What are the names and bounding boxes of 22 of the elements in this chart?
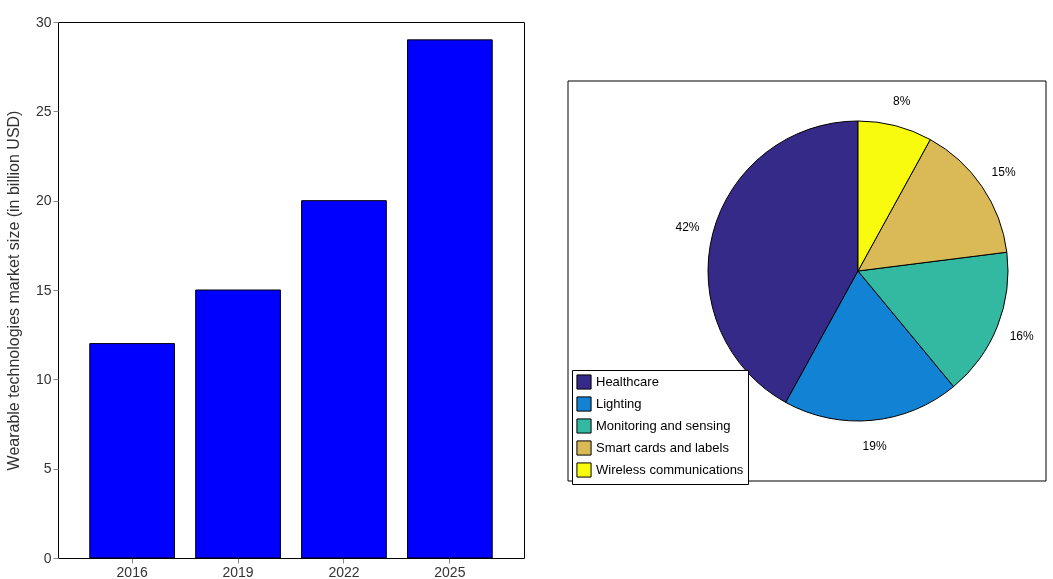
y-tick-label: 10 (35, 370, 52, 387)
y-tick-label: 5 (43, 460, 52, 477)
data-label: 16% (1009, 328, 1034, 343)
y-tick-label: 15 (35, 281, 52, 298)
data-label: 8% (893, 93, 911, 108)
legend-label: Wireless communications (596, 462, 744, 477)
x-tick-label: 2022 (328, 563, 360, 579)
legend-label: Healthcare (596, 374, 659, 389)
y-tick-label: 30 (35, 13, 52, 30)
data-label: 15% (991, 165, 1016, 180)
legend-label: Monitoring and sensing (596, 418, 731, 433)
y-tick-label: 20 (35, 192, 52, 209)
y-tick-label: 0 (43, 549, 52, 566)
data-label: 19% (862, 439, 887, 454)
x-tick-label: 2025 (434, 563, 466, 579)
y-tick-label: 25 (35, 102, 52, 119)
legend-label: Lighting (596, 396, 642, 411)
y-axis-title: Wearable technologies market size (in billion USD) (4, 110, 22, 471)
legend-label: Smart cards and labels (596, 440, 730, 455)
data-label: 42% (675, 220, 700, 235)
x-tick-label: 2016 (116, 563, 148, 579)
x-tick-label: 2019 (222, 563, 254, 579)
